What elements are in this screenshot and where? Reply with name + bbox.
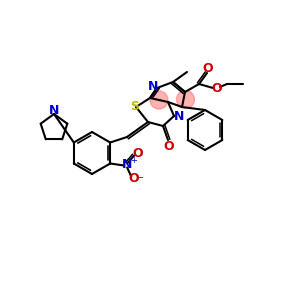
Text: O: O	[203, 61, 213, 74]
Text: N: N	[49, 104, 59, 118]
Circle shape	[176, 91, 194, 109]
Text: S: S	[130, 100, 140, 112]
Text: −: −	[136, 173, 144, 184]
Text: N: N	[148, 80, 158, 94]
Text: O: O	[164, 140, 174, 152]
Text: N: N	[122, 158, 132, 171]
Text: O: O	[129, 172, 140, 185]
Text: N: N	[174, 110, 184, 124]
Text: O: O	[133, 147, 143, 160]
Circle shape	[150, 91, 168, 109]
Text: O: O	[212, 82, 222, 94]
Text: +: +	[130, 156, 136, 165]
